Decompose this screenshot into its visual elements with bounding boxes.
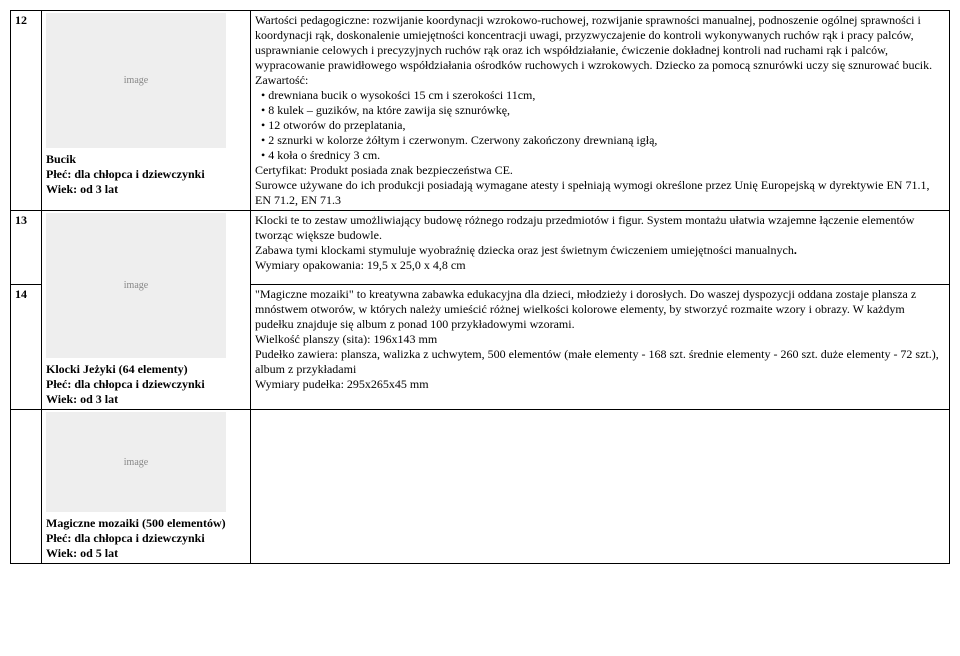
- list-item: 8 kulek – guzików, na które zawija się s…: [261, 103, 945, 118]
- certificate-text: Certyfikat: Produkt posiada znak bezpiec…: [255, 163, 945, 178]
- size-text: Wielkość planszy (sita): 196x143 mm: [255, 332, 945, 347]
- product-cell: image Magiczne mozaiki (500 elementów) P…: [42, 410, 251, 564]
- product-name: Bucik: [46, 152, 246, 167]
- product-age: Wiek: od 5 lat: [46, 546, 246, 561]
- dimensions-text: Wymiary pudełka: 295x265x45 mm: [255, 377, 945, 392]
- box-contents-text: Pudełko zawiera: plansza, walizka z uchw…: [255, 347, 945, 377]
- description-cell: Klocki te to zestaw umożliwiający budowę…: [251, 211, 950, 285]
- product-gender: Płeć: dla chłopca i dziewczynki: [46, 377, 246, 392]
- list-item: 12 otworów do przeplatania,: [261, 118, 945, 133]
- list-item: drewniana bucik o wysokości 15 cm i szer…: [261, 88, 945, 103]
- description-cell: Wartości pedagogiczne: rozwijanie koordy…: [251, 11, 950, 211]
- product-cell: image Klocki Jeżyki (64 elementy) Płeć: …: [42, 211, 251, 410]
- contents-list: drewniana bucik o wysokości 15 cm i szer…: [255, 88, 945, 163]
- product-image: image: [46, 412, 226, 512]
- description-cell-empty: [251, 410, 950, 564]
- table-row: image Magiczne mozaiki (500 elementów) P…: [11, 410, 950, 564]
- contents-label: Zawartość:: [255, 73, 945, 88]
- desc-paragraph: "Magiczne mozaiki" to kreatywna zabawka …: [255, 287, 945, 332]
- description-cell: "Magiczne mozaiki" to kreatywna zabawka …: [251, 284, 950, 409]
- row-number-empty: [11, 410, 42, 564]
- product-age: Wiek: od 3 lat: [46, 392, 246, 407]
- desc-paragraph: Klocki te to zestaw umożliwiający budowę…: [255, 213, 945, 243]
- product-age: Wiek: od 3 lat: [46, 182, 246, 197]
- row-number: 13: [11, 211, 42, 285]
- dimensions-text: Wymiary opakowania: 19,5 x 25,0 x 4,8 cm: [255, 258, 945, 273]
- materials-text: Surowce używane do ich produkcji posiada…: [255, 178, 945, 208]
- product-gender: Płeć: dla chłopca i dziewczynki: [46, 167, 246, 182]
- row-number: 14: [11, 284, 42, 409]
- product-table: 12 image Bucik Płeć: dla chłopca i dziew…: [10, 10, 950, 564]
- table-row: 12 image Bucik Płeć: dla chłopca i dziew…: [11, 11, 950, 211]
- desc-paragraph: Wartości pedagogiczne: rozwijanie koordy…: [255, 13, 945, 73]
- desc-paragraph: Zabawa tymi klockami stymuluje wyobraźni…: [255, 243, 945, 258]
- product-name: Klocki Jeżyki (64 elementy): [46, 362, 246, 377]
- list-item: 4 koła o średnicy 3 cm.: [261, 148, 945, 163]
- product-image: image: [46, 213, 226, 358]
- product-name: Magiczne mozaiki (500 elementów): [46, 516, 246, 531]
- product-gender: Płeć: dla chłopca i dziewczynki: [46, 531, 246, 546]
- product-cell: image Bucik Płeć: dla chłopca i dziewczy…: [42, 11, 251, 211]
- table-row: 13 image Klocki Jeżyki (64 elementy) Płe…: [11, 211, 950, 285]
- list-item: 2 sznurki w kolorze żółtym i czerwonym. …: [261, 133, 945, 148]
- product-image: image: [46, 13, 226, 148]
- row-number: 12: [11, 11, 42, 211]
